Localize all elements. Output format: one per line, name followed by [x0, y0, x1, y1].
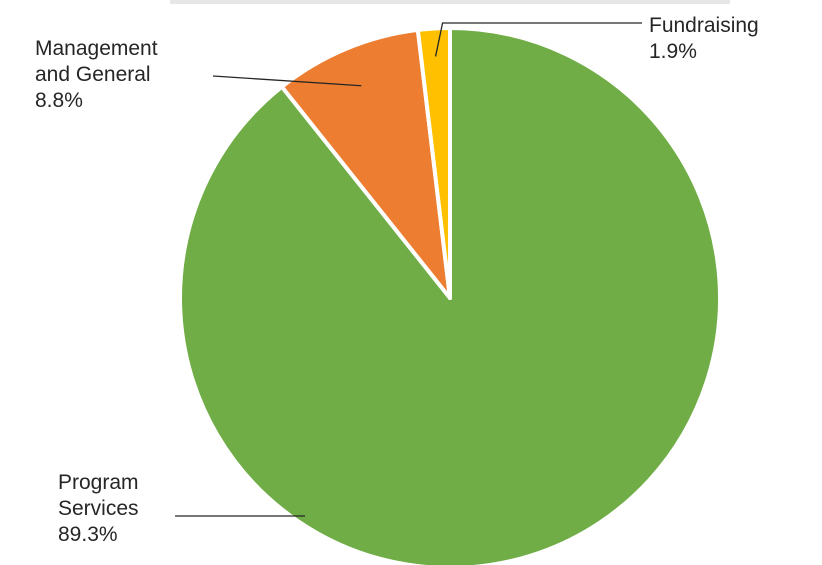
- pie-slice-management-and-general: [279, 27, 452, 300]
- leader-line-fundraising: [434, 22, 642, 57]
- leader-line-management: [212, 75, 362, 87]
- pie-slices: [178, 26, 722, 565]
- slice-name-management-line-2: and General: [35, 63, 151, 86]
- slice-label-program-services: Program Services 89.3%: [58, 470, 139, 548]
- leader-lines: [175, 22, 642, 517]
- slice-label-management-and-general: Management and General 8.8%: [35, 36, 158, 114]
- slice-name-program-line-1: Program: [58, 471, 139, 494]
- pie-slice-fundraising: [415, 26, 452, 300]
- slice-value-fundraising: 1.9%: [649, 40, 697, 63]
- slice-name-fundraising: Fundraising: [649, 14, 759, 37]
- slice-label-fundraising: Fundraising 1.9%: [649, 13, 759, 65]
- slice-name-program-line-2: Services: [58, 497, 139, 520]
- slice-value-management: 8.8%: [35, 89, 83, 112]
- slice-name-management-line-1: Management: [35, 37, 158, 60]
- top-border: [170, 0, 730, 4]
- slice-value-program: 89.3%: [58, 523, 118, 546]
